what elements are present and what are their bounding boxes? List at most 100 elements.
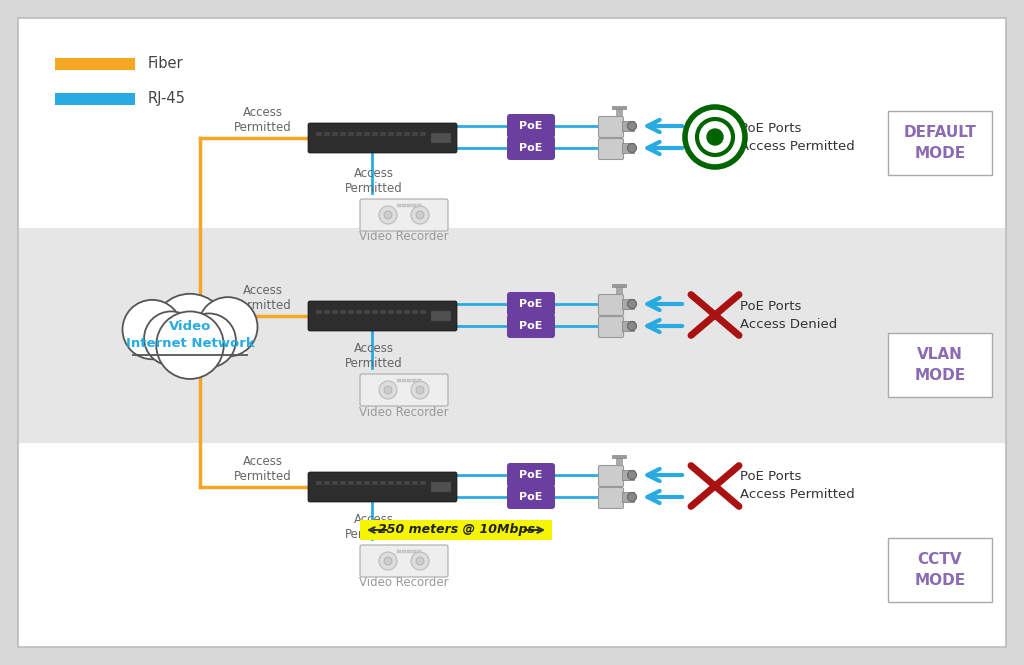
FancyBboxPatch shape xyxy=(598,116,624,138)
Circle shape xyxy=(416,211,424,219)
Bar xyxy=(324,309,330,314)
Circle shape xyxy=(416,557,424,565)
Bar xyxy=(612,455,626,458)
Circle shape xyxy=(416,386,424,394)
Circle shape xyxy=(628,299,637,309)
Bar xyxy=(364,309,370,314)
Text: Access
Permitted: Access Permitted xyxy=(345,167,402,195)
FancyBboxPatch shape xyxy=(888,538,992,602)
Bar xyxy=(412,481,418,485)
Bar xyxy=(316,481,322,485)
Bar xyxy=(412,550,416,553)
Bar xyxy=(348,132,353,136)
FancyBboxPatch shape xyxy=(598,295,624,315)
Circle shape xyxy=(411,552,429,570)
FancyBboxPatch shape xyxy=(507,114,555,138)
Bar xyxy=(612,284,626,287)
FancyBboxPatch shape xyxy=(308,301,457,331)
Text: Access
Permitted: Access Permitted xyxy=(345,342,402,370)
Circle shape xyxy=(628,144,637,152)
Text: PoE Ports: PoE Ports xyxy=(740,122,802,134)
FancyBboxPatch shape xyxy=(360,199,449,231)
FancyBboxPatch shape xyxy=(18,18,1006,647)
Bar xyxy=(340,481,345,485)
Bar xyxy=(404,132,410,136)
FancyBboxPatch shape xyxy=(507,485,555,509)
Bar xyxy=(340,132,345,136)
Circle shape xyxy=(411,206,429,224)
Bar xyxy=(431,133,451,143)
Text: PoE: PoE xyxy=(519,143,543,153)
Bar xyxy=(360,520,552,540)
Bar xyxy=(417,379,421,382)
Circle shape xyxy=(157,311,224,379)
Bar xyxy=(616,108,622,118)
Bar xyxy=(388,132,393,136)
Circle shape xyxy=(707,129,723,145)
Text: Access Permitted: Access Permitted xyxy=(740,489,855,501)
Bar xyxy=(420,132,426,136)
FancyBboxPatch shape xyxy=(507,463,555,487)
Text: Video Recorder: Video Recorder xyxy=(359,231,449,243)
Bar xyxy=(402,550,406,553)
Bar xyxy=(372,132,378,136)
FancyBboxPatch shape xyxy=(598,138,624,160)
Circle shape xyxy=(182,313,236,368)
Circle shape xyxy=(697,119,733,155)
Bar xyxy=(133,332,247,355)
Bar xyxy=(402,379,406,382)
Bar xyxy=(396,481,401,485)
Bar xyxy=(356,132,361,136)
Text: VLAN
MODE: VLAN MODE xyxy=(914,347,966,383)
Bar xyxy=(616,308,622,318)
Bar xyxy=(407,550,411,553)
Circle shape xyxy=(384,386,392,394)
Text: Video Recorder: Video Recorder xyxy=(359,577,449,589)
Circle shape xyxy=(384,557,392,565)
Bar xyxy=(404,481,410,485)
Bar xyxy=(324,132,330,136)
Bar xyxy=(431,482,451,492)
Bar xyxy=(622,492,634,502)
Text: Access Permitted: Access Permitted xyxy=(740,140,855,152)
Bar xyxy=(612,477,626,480)
Bar xyxy=(622,121,634,131)
Bar xyxy=(622,321,634,331)
Bar xyxy=(396,132,401,136)
Text: PoE Ports: PoE Ports xyxy=(740,299,802,313)
FancyBboxPatch shape xyxy=(598,465,624,487)
Text: Access
Permitted: Access Permitted xyxy=(345,513,402,541)
Circle shape xyxy=(628,122,637,130)
FancyBboxPatch shape xyxy=(507,136,555,160)
Bar xyxy=(324,481,330,485)
Bar xyxy=(356,481,361,485)
Bar xyxy=(356,309,361,314)
FancyBboxPatch shape xyxy=(308,123,457,153)
Text: PoE: PoE xyxy=(519,492,543,502)
Bar xyxy=(388,481,393,485)
Bar xyxy=(348,309,353,314)
Bar xyxy=(380,309,385,314)
Circle shape xyxy=(379,552,397,570)
Bar xyxy=(19,228,1005,443)
FancyBboxPatch shape xyxy=(888,333,992,397)
Text: Video
Internet Network: Video Internet Network xyxy=(126,320,254,350)
Bar xyxy=(622,470,634,480)
Text: PoE Ports: PoE Ports xyxy=(740,471,802,483)
Bar xyxy=(420,309,426,314)
Text: Fiber: Fiber xyxy=(148,57,183,72)
Text: Access
Permitted: Access Permitted xyxy=(234,455,292,483)
Bar xyxy=(420,481,426,485)
Bar xyxy=(372,481,378,485)
Text: PoE: PoE xyxy=(519,470,543,480)
Bar xyxy=(397,204,401,207)
FancyBboxPatch shape xyxy=(888,111,992,175)
Bar xyxy=(417,204,421,207)
Bar xyxy=(616,130,622,140)
Bar xyxy=(616,457,622,467)
FancyBboxPatch shape xyxy=(308,472,457,502)
Bar xyxy=(380,132,385,136)
Text: PoE: PoE xyxy=(519,121,543,131)
FancyBboxPatch shape xyxy=(360,374,449,406)
Bar xyxy=(340,309,345,314)
